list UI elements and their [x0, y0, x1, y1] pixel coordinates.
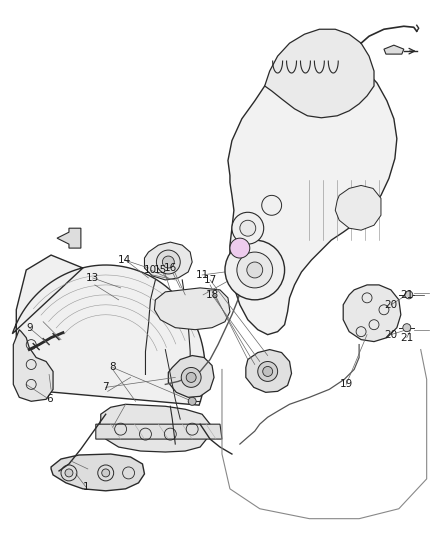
Text: 11: 11: [195, 270, 209, 280]
Circle shape: [403, 324, 411, 332]
Circle shape: [262, 196, 282, 215]
Polygon shape: [99, 404, 210, 452]
Text: 18: 18: [205, 290, 219, 300]
Text: 21: 21: [400, 290, 413, 300]
Circle shape: [102, 469, 110, 477]
Polygon shape: [335, 185, 381, 230]
Circle shape: [247, 262, 263, 278]
Text: 14: 14: [118, 255, 131, 265]
Circle shape: [405, 291, 413, 299]
Circle shape: [65, 469, 73, 477]
Text: 20: 20: [384, 329, 397, 340]
Text: 1: 1: [82, 482, 89, 492]
Polygon shape: [265, 29, 374, 118]
Polygon shape: [168, 356, 214, 397]
Polygon shape: [12, 255, 205, 405]
Polygon shape: [155, 288, 230, 330]
Circle shape: [258, 361, 278, 382]
Circle shape: [263, 367, 273, 376]
Circle shape: [162, 256, 174, 268]
Polygon shape: [57, 228, 81, 248]
Circle shape: [240, 220, 256, 236]
Text: 9: 9: [26, 322, 32, 333]
Text: 21: 21: [400, 333, 413, 343]
Circle shape: [186, 373, 196, 382]
Text: 16: 16: [164, 263, 177, 273]
Circle shape: [156, 250, 180, 274]
Text: 7: 7: [102, 382, 109, 392]
Polygon shape: [384, 45, 404, 54]
Text: 15: 15: [154, 265, 167, 275]
Circle shape: [237, 252, 273, 288]
Polygon shape: [51, 454, 145, 491]
Circle shape: [188, 397, 196, 405]
Text: 6: 6: [46, 394, 53, 405]
Circle shape: [230, 238, 250, 258]
Text: 13: 13: [86, 273, 99, 283]
Circle shape: [232, 212, 264, 244]
Text: 19: 19: [339, 379, 353, 390]
Polygon shape: [13, 330, 53, 401]
Circle shape: [181, 367, 201, 387]
Text: 20: 20: [384, 300, 397, 310]
Text: 17: 17: [203, 275, 217, 285]
Polygon shape: [96, 424, 222, 439]
Polygon shape: [145, 242, 192, 280]
Circle shape: [225, 240, 285, 300]
Text: 10: 10: [144, 265, 157, 275]
Polygon shape: [228, 53, 397, 335]
Polygon shape: [343, 285, 401, 342]
Polygon shape: [246, 350, 292, 392]
Text: 8: 8: [110, 362, 116, 373]
